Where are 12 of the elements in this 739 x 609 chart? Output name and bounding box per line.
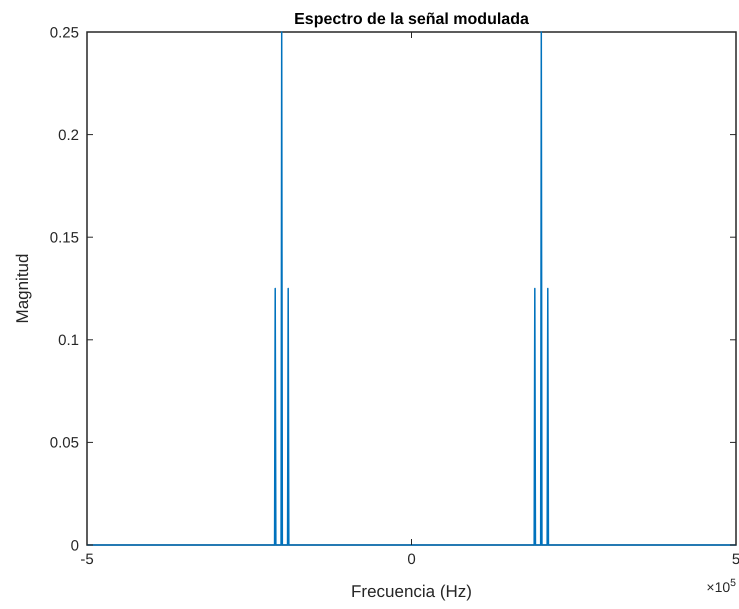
- y-tick-label: 0.05: [50, 434, 79, 452]
- y-tick-label: 0.25: [50, 24, 79, 42]
- text: ×10$^{5}$: [706, 577, 736, 595]
- y-tick-label: 0.2: [58, 126, 79, 144]
- y-tick-label: 0: [70, 537, 79, 554]
- y-axis-title: Magnitud: [13, 254, 32, 324]
- x-axis-title: Frecuencia (Hz): [351, 582, 472, 601]
- x-tick-label: 0: [407, 551, 416, 568]
- y-tick-label: 0.1: [58, 332, 79, 350]
- chart-title: Espectro de la señal modulada: [294, 11, 529, 28]
- x-tick-label: -5: [80, 551, 94, 568]
- y-tick-label: 0.15: [50, 229, 79, 246]
